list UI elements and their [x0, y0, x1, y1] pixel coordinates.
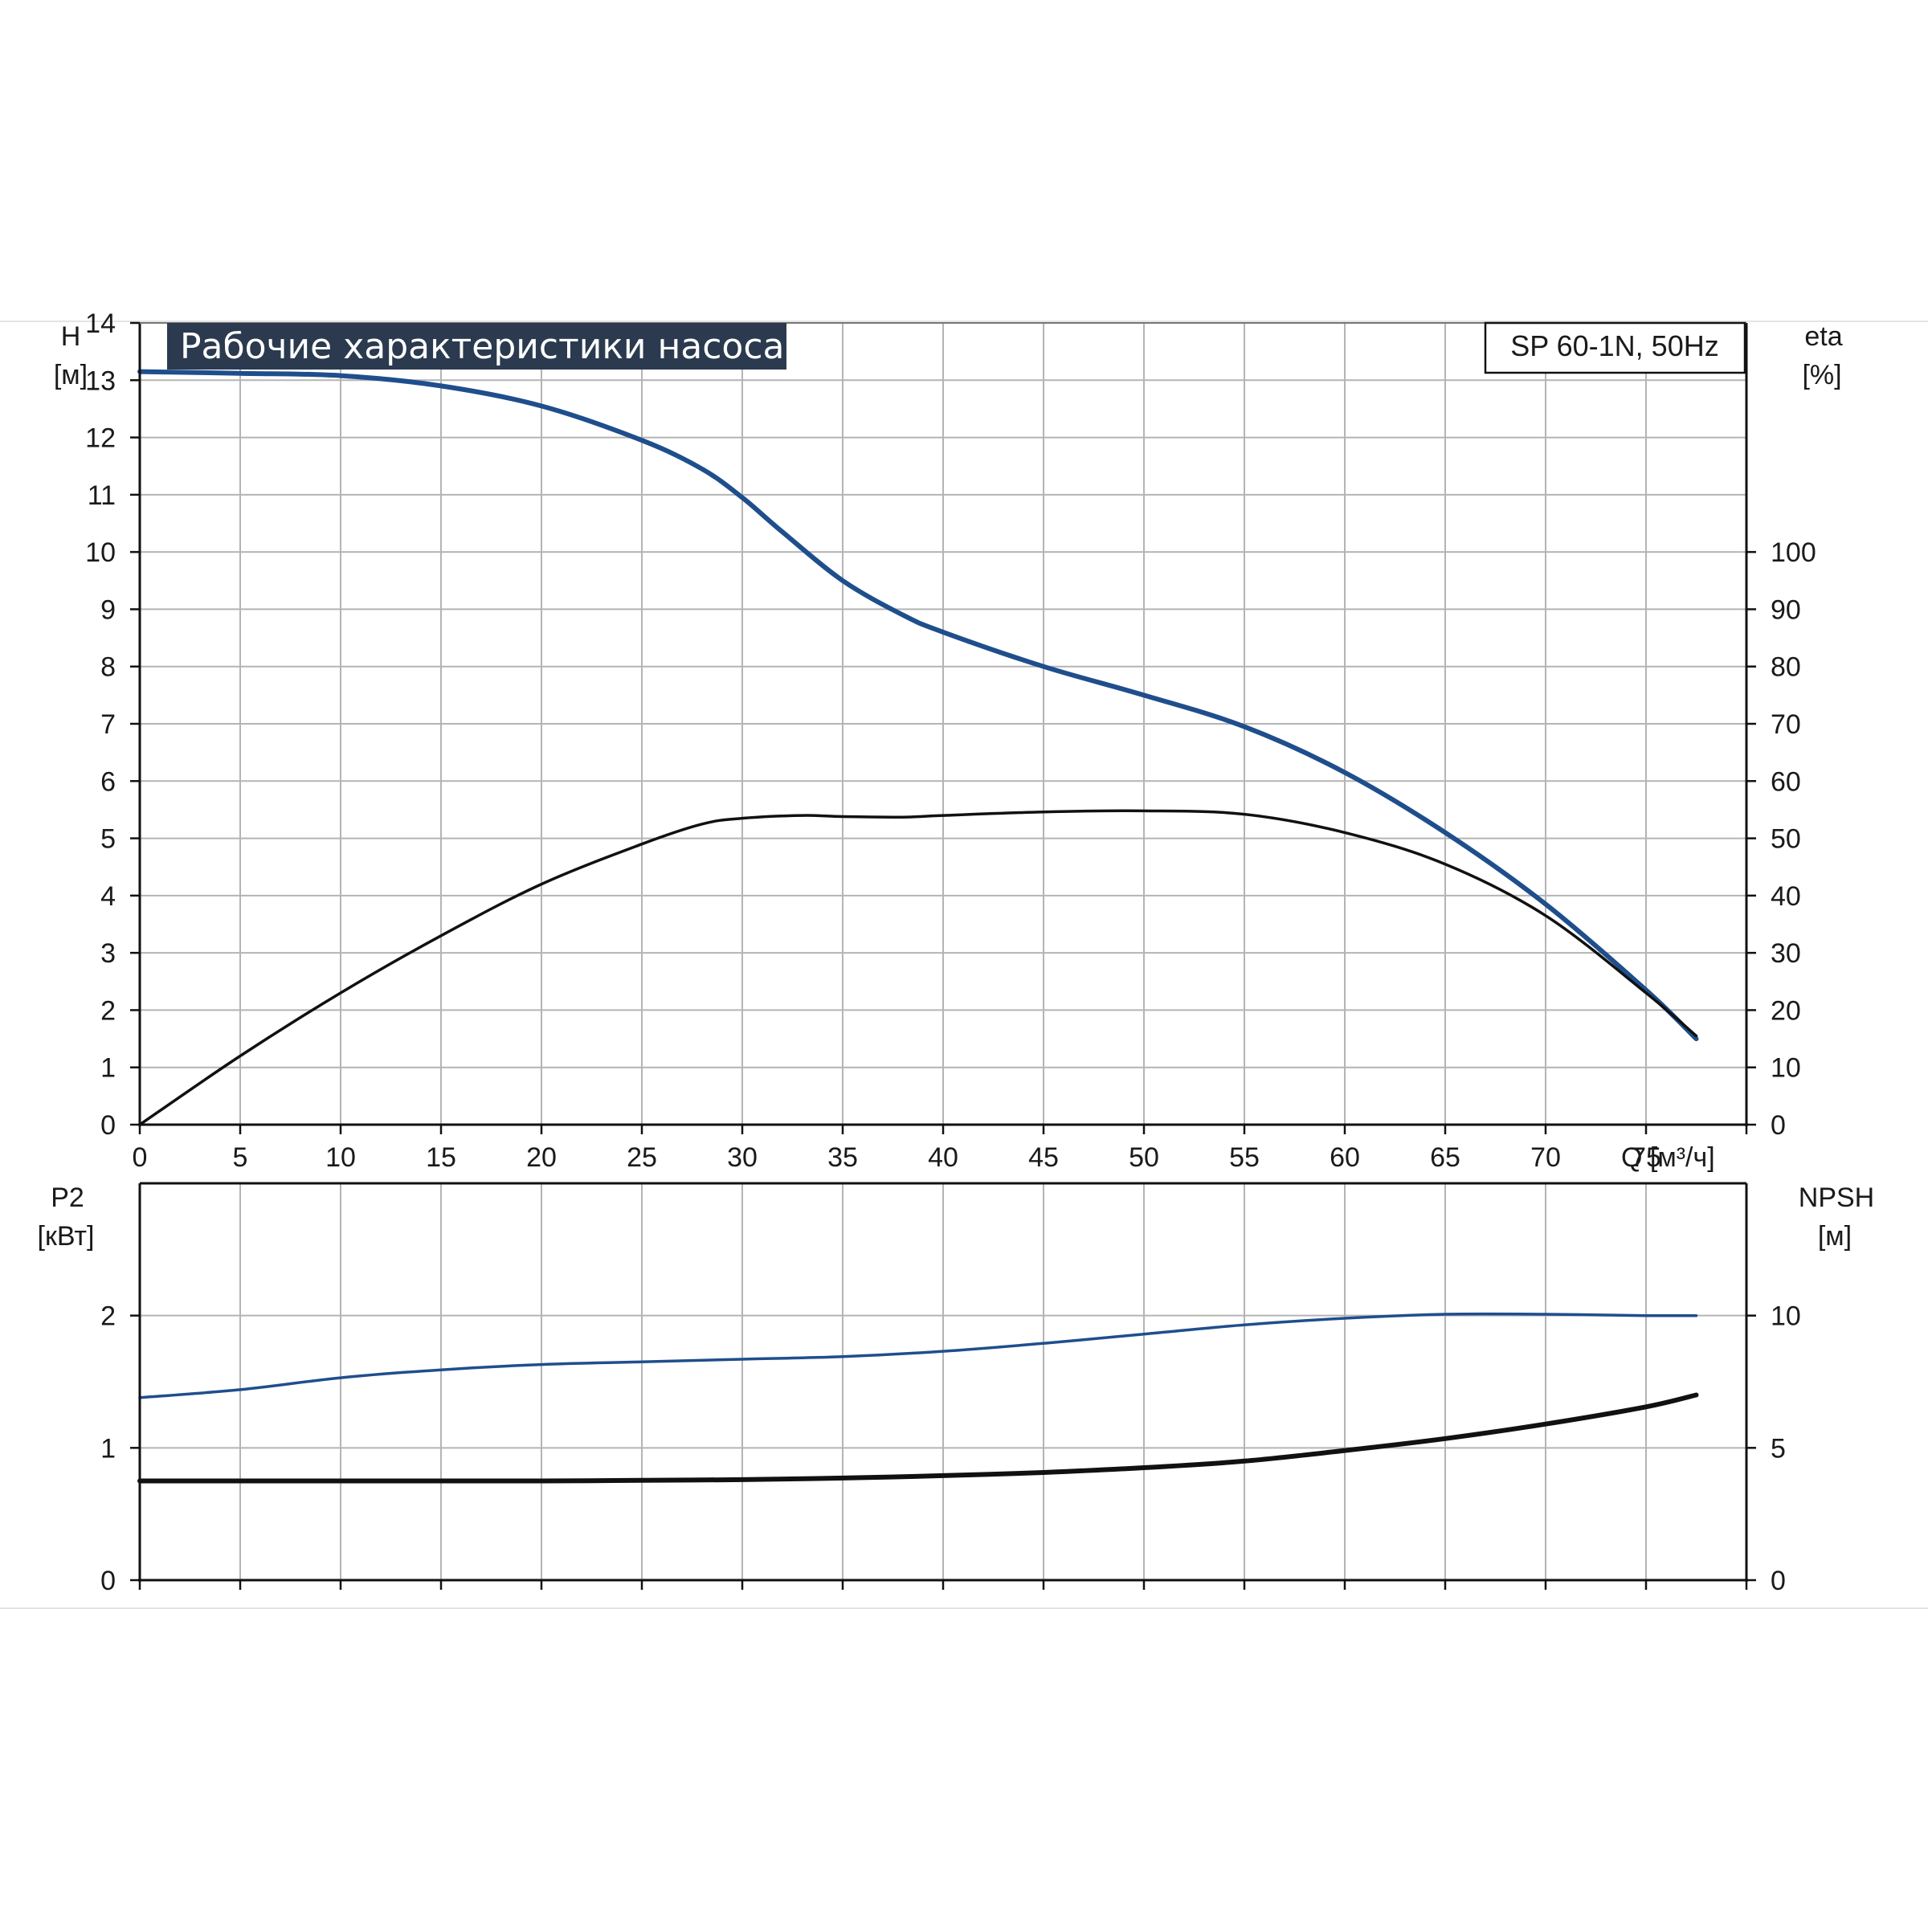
- head-panel-right-tick-label: 0: [1771, 1110, 1786, 1141]
- power-panel-left-tick-label: 2: [100, 1301, 116, 1332]
- x-tick-label: 40: [928, 1142, 958, 1173]
- y-axis-left-unit: [м]: [54, 360, 88, 390]
- head-panel-left-tick-label: 5: [100, 824, 116, 855]
- y-axis-right-unit: [%]: [1802, 360, 1841, 390]
- head-panel-left-tick-label: 2: [100, 995, 116, 1026]
- power-panel-right-tick-label: 5: [1771, 1433, 1786, 1464]
- model-label-box: [1484, 321, 1746, 374]
- top-curves: [137, 369, 1699, 1126]
- y-axis-left-title: H: [61, 321, 81, 352]
- power-panel-left-tick-label: 1: [100, 1433, 116, 1464]
- head-panel-left-tick-label: 10: [85, 537, 116, 568]
- npsh-axis-unit: [м]: [1818, 1221, 1852, 1252]
- head-panel-left-tick-label: 13: [85, 366, 116, 396]
- power-panel-right-tick-label: 0: [1771, 1566, 1786, 1596]
- x-tick-label: 15: [426, 1142, 456, 1173]
- head-panel-right-tick-label: 30: [1771, 938, 1801, 969]
- head-panel-left-tick-label: 4: [100, 881, 116, 912]
- head-panel-right-tick-label: 70: [1771, 709, 1801, 740]
- x-tick-label: 60: [1330, 1142, 1360, 1173]
- bottom-axes: 0 1 2 0 5 10: [100, 1182, 1801, 1596]
- head-panel-left-tick-label: 8: [100, 652, 116, 683]
- head-panel-left-tick-label: 7: [100, 709, 116, 740]
- x-tick-label: 0: [133, 1142, 148, 1173]
- head-panel-series-0-line: [137, 369, 1699, 1042]
- bottom-curves: [137, 1312, 1699, 1484]
- bottom-grid: [140, 1183, 1746, 1580]
- npsh-axis-title: NPSH: [1799, 1182, 1874, 1213]
- p2-axis-unit: [кВт]: [38, 1221, 95, 1252]
- head-panel-right-tick-label: 20: [1771, 995, 1801, 1026]
- x-tick-label: 30: [727, 1142, 758, 1173]
- head-panel-left-tick-label: 9: [100, 594, 116, 625]
- head-panel-left-tick-label: 0: [100, 1110, 116, 1141]
- head-panel-left-tick-label: 12: [85, 423, 116, 454]
- x-axis-title: Q [м³/ч]: [1621, 1142, 1715, 1173]
- x-tick-label: 10: [325, 1142, 356, 1173]
- x-tick-label: 55: [1229, 1142, 1260, 1173]
- p2-axis-title: P2: [51, 1182, 84, 1213]
- x-tick-label: 75: [1631, 1142, 1661, 1173]
- x-tick-label: 70: [1530, 1142, 1561, 1173]
- head-panel-series-1-line: [138, 809, 1698, 1126]
- head-panel-right-tick-label: 90: [1771, 594, 1801, 625]
- power-panel-series-1-line: [137, 1392, 1699, 1484]
- chart-title: Рабочие характеристики насоса: [180, 326, 784, 367]
- chart-title-background: [167, 323, 786, 370]
- x-tick-label: 45: [1028, 1142, 1059, 1173]
- model-label: SP 60-1N, 50Hz: [1510, 329, 1718, 362]
- x-tick-label: 25: [627, 1142, 657, 1173]
- x-tick-label: 5: [233, 1142, 248, 1173]
- head-panel-right-tick-label: 100: [1771, 537, 1816, 568]
- head-panel-left-tick-label: 6: [100, 766, 116, 797]
- power-panel-left-tick-label: 0: [100, 1566, 116, 1596]
- head-panel-left-tick-label: 14: [85, 308, 116, 339]
- head-panel-left-tick-label: 1: [100, 1053, 116, 1084]
- top-axes: 0123456789101112131401020304050607080901…: [85, 308, 1816, 1173]
- head-panel-left-tick-label: 3: [100, 938, 116, 969]
- head-panel-right-tick-label: 40: [1771, 881, 1801, 912]
- head-panel-right-tick-label: 60: [1771, 766, 1801, 797]
- x-tick-label: 35: [827, 1142, 858, 1173]
- top-grid: [140, 322, 1746, 1125]
- x-tick-label: 50: [1129, 1142, 1159, 1173]
- y-axis-right-title: eta: [1804, 321, 1842, 352]
- head-panel-left-tick-label: 11: [88, 480, 116, 511]
- head-panel-right-tick-label: 50: [1771, 824, 1801, 855]
- head-panel-right-tick-label: 10: [1771, 1053, 1801, 1084]
- head-panel-right-tick-label: 80: [1771, 652, 1801, 683]
- power-panel-right-tick-label: 10: [1771, 1301, 1801, 1332]
- x-tick-label: 65: [1430, 1142, 1460, 1173]
- power-panel-series-0-line: [138, 1312, 1698, 1399]
- x-tick-label: 20: [526, 1142, 557, 1173]
